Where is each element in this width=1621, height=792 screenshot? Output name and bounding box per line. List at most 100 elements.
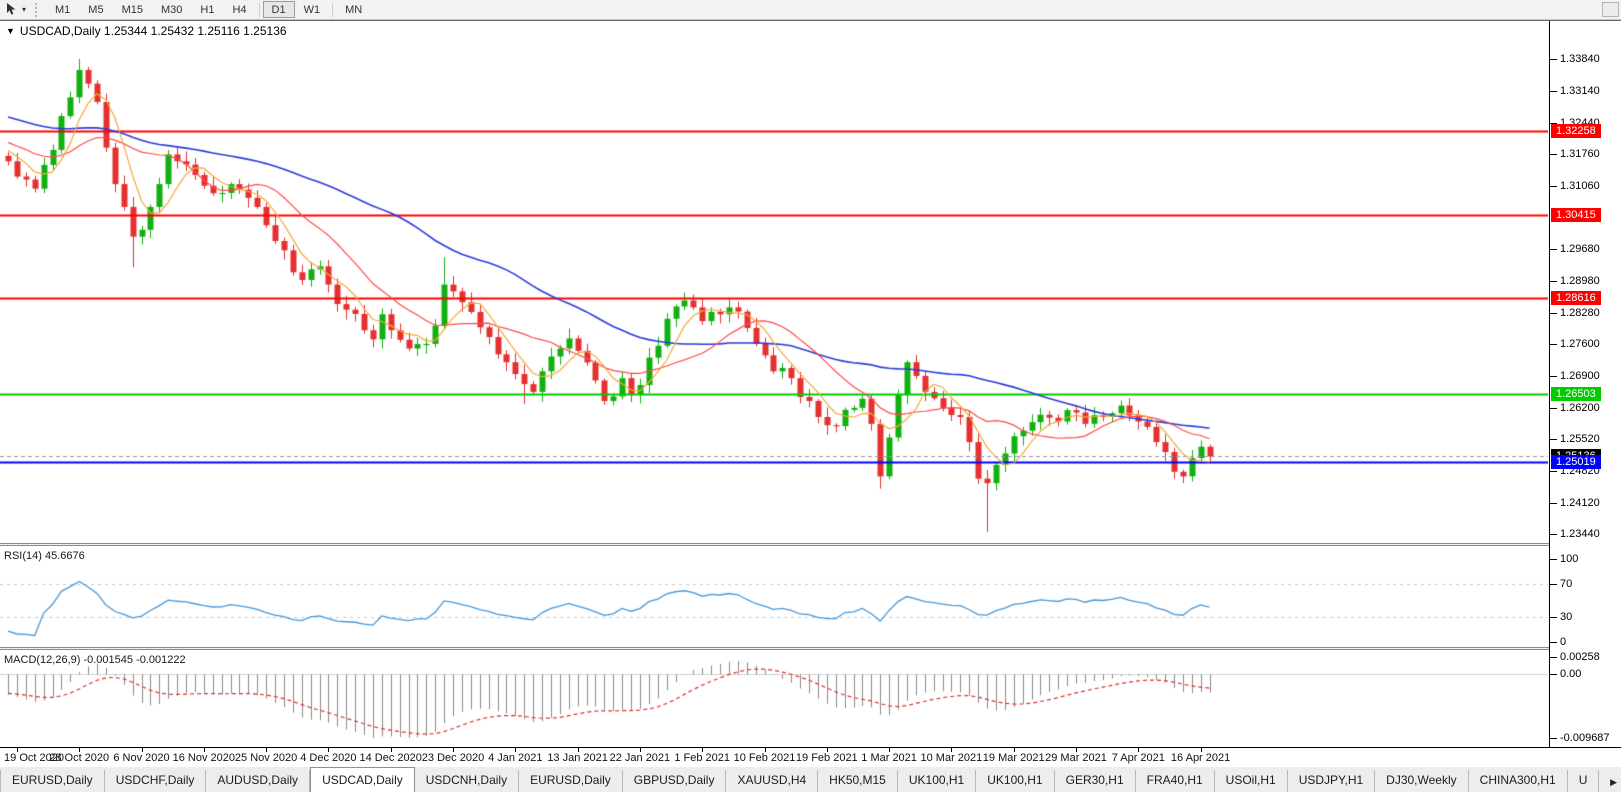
chart-tab-fra40-h1[interactable]: FRA40,H1 (1136, 770, 1215, 792)
timeframe-button-m1[interactable]: M1 (46, 1, 79, 18)
macd-indicator-pane[interactable] (0, 650, 1548, 747)
chart-tab-ger30-h1[interactable]: GER30,H1 (1055, 770, 1136, 792)
date-tick-mark (453, 748, 454, 752)
date-tick-label: 1 Mar 2021 (861, 752, 917, 764)
date-tick-label: 28 Oct 2020 (49, 752, 110, 764)
chart-tab-dj30-weekly[interactable]: DJ30,Weekly (1375, 770, 1469, 792)
date-tick-label: 25 Nov 2020 (234, 752, 298, 764)
price-tick: 1.31760 (1550, 147, 1600, 161)
date-tick-label: 19 Feb 2021 (795, 752, 858, 764)
chart-tab-usdcad-daily[interactable]: USDCAD,Daily (310, 767, 415, 792)
date-tick-label: 22 Jan 2021 (609, 752, 671, 764)
price-tick: 1.26200 (1550, 401, 1600, 415)
toolbar-grip-handle[interactable] (35, 2, 40, 17)
rsi-indicator-pane[interactable] (0, 546, 1548, 648)
rsi-label: RSI(14) 45.6676 (4, 550, 85, 562)
date-tick-label: 16 Nov 2020 (172, 752, 235, 764)
date-tick-label: 1 Feb 2021 (674, 752, 731, 764)
price-tick: 1.28980 (1550, 274, 1600, 288)
chart-window: ▼ USDCAD,Daily 1.25344 1.25432 1.25116 1… (0, 20, 1621, 767)
date-axis[interactable]: 19 Oct 2020 28 Oct 2020 6 Nov 2020 16 Nov 2… (0, 747, 1621, 767)
date-tick-label: 16 Apr 2021 (1170, 752, 1231, 764)
level-price-label: 1.25019 (1551, 454, 1601, 469)
date-tick-label: 7 Apr 2021 (1111, 752, 1165, 764)
price-tick: 1.24120 (1550, 496, 1600, 510)
chart-tab-uk100-h1[interactable]: UK100,H1 (976, 770, 1055, 792)
chart-tab-usoil-h1[interactable]: USOil,H1 (1215, 770, 1288, 792)
date-tick-mark (765, 748, 766, 752)
chart-tab-eurusd-daily[interactable]: EURUSD,Daily (0, 770, 105, 792)
date-tick-mark (204, 748, 205, 752)
timeframe-button-m30[interactable]: M30 (152, 1, 191, 18)
date-tick-label: 6 Nov 2020 (113, 752, 170, 764)
chart-tab-usdjpy-h1[interactable]: USDJPY,H1 (1288, 770, 1376, 792)
timeframe-toolbar: ▾ M1 M5 M15 M30 H1 H4 D1 W1 MN (0, 0, 1621, 20)
price-tick: 1.33140 (1550, 84, 1600, 98)
chart-tab-uk100-h1[interactable]: UK100,H1 (898, 770, 977, 792)
date-tick-label: 19 Oct 2020 (4, 752, 64, 764)
date-tick-mark (702, 748, 703, 752)
toolbar-separator (258, 2, 260, 17)
date-tick-mark (266, 748, 267, 752)
toolbar-corner-button[interactable] (1602, 2, 1619, 17)
date-tick-label: 4 Jan 2021 (488, 752, 543, 764)
date-tick-mark (391, 748, 392, 752)
chart-tab-eurusd-daily[interactable]: EURUSD,Daily (519, 770, 623, 792)
date-tick-label: 19 Mar 2021 (982, 752, 1045, 764)
pane-separator[interactable] (0, 543, 1621, 546)
chart-tab-usdcnh-daily[interactable]: USDCNH,Daily (415, 770, 520, 792)
collapse-indicator-icon[interactable]: ▼ (6, 26, 15, 36)
macd-label: MACD(12,26,9) -0.001545 -0.001222 (4, 654, 186, 666)
timeframe-button-d1[interactable]: D1 (262, 1, 295, 18)
chart-tab-usdchf-daily[interactable]: USDCHF,Daily (105, 770, 207, 792)
macd-scale-tick: 0.00 (1549, 667, 1581, 681)
toolbar-separator (332, 2, 334, 17)
timeframe-button-w1[interactable]: W1 (295, 1, 330, 18)
timeframe-button-m15[interactable]: M15 (113, 1, 152, 18)
timeframe-button-m5[interactable]: M5 (79, 1, 112, 18)
date-tick-label: 10 Mar 2021 (920, 752, 983, 764)
chart-tab-audusd-daily[interactable]: AUDUSD,Daily (206, 770, 311, 792)
date-tick-label: 23 Dec 2020 (421, 752, 485, 764)
date-tick-label: 29 Mar 2021 (1045, 752, 1107, 764)
chart-cursor-icon[interactable] (3, 2, 19, 18)
rsi-scale-tick: 100 (1549, 552, 1578, 566)
tab-scroll-right-icon[interactable]: ▶ (1610, 777, 1617, 787)
dropdown-caret-icon[interactable]: ▾ (21, 5, 26, 14)
date-tick-mark (1138, 748, 1139, 752)
rsi-scale-tick: 0 (1549, 635, 1566, 649)
timeframe-buttons: M1 M5 M15 M30 H1 H4 D1 W1 MN (46, 0, 371, 20)
chart-tab-xauusd-h4[interactable]: XAUUSD,H4 (726, 770, 819, 792)
chart-tabbar: EURUSD,Daily USDCHF,Daily AUDUSD,Daily USDC… (0, 766, 1621, 792)
rsi-scale-tick: 30 (1549, 610, 1572, 624)
timeframe-button-mn[interactable]: MN (336, 1, 371, 18)
date-tick-label: 13 Jan 2021 (547, 752, 608, 764)
date-tick-mark (1076, 748, 1077, 752)
date-tick-mark (515, 748, 516, 752)
date-tick-mark (142, 748, 143, 752)
date-tick-label: 4 Dec 2020 (300, 752, 357, 764)
chart-tab-china300-h1[interactable]: CHINA300,H1 (1469, 770, 1568, 792)
date-tick-label: 10 Feb 2021 (733, 752, 796, 764)
timeframe-button-h4[interactable]: H4 (223, 1, 255, 18)
macd-scale-tick: -0.009687 (1550, 731, 1610, 745)
date-tick-mark (578, 748, 579, 752)
date-tick-label: 14 Dec 2020 (359, 752, 422, 764)
timeframe-button-h1[interactable]: H1 (191, 1, 223, 18)
date-tick-mark (640, 748, 641, 752)
price-tick: 1.26900 (1550, 369, 1600, 383)
price-axis[interactable]: 1.33840 1.33140 1.32440 1.31760 1.31060 1.296… (1549, 21, 1621, 747)
pane-separator[interactable] (0, 647, 1621, 650)
chart-tab-gbpusd-daily[interactable]: GBPUSD,Daily (623, 770, 727, 792)
chart-header: ▼ USDCAD,Daily 1.25344 1.25432 1.25116 1… (6, 24, 287, 38)
price-tick: 1.28280 (1550, 306, 1600, 320)
chart-tab-u[interactable]: U (1568, 770, 1600, 792)
date-tick-mark (951, 748, 952, 752)
macd-scale-tick: 0.00258 (1550, 650, 1600, 664)
price-tick: 1.33840 (1550, 52, 1600, 66)
level-price-label: 1.30415 (1551, 208, 1601, 223)
chart-tab-hk50-m15[interactable]: HK50,M15 (818, 770, 898, 792)
main-price-chart[interactable] (0, 21, 1548, 544)
date-tick-mark (827, 748, 828, 752)
